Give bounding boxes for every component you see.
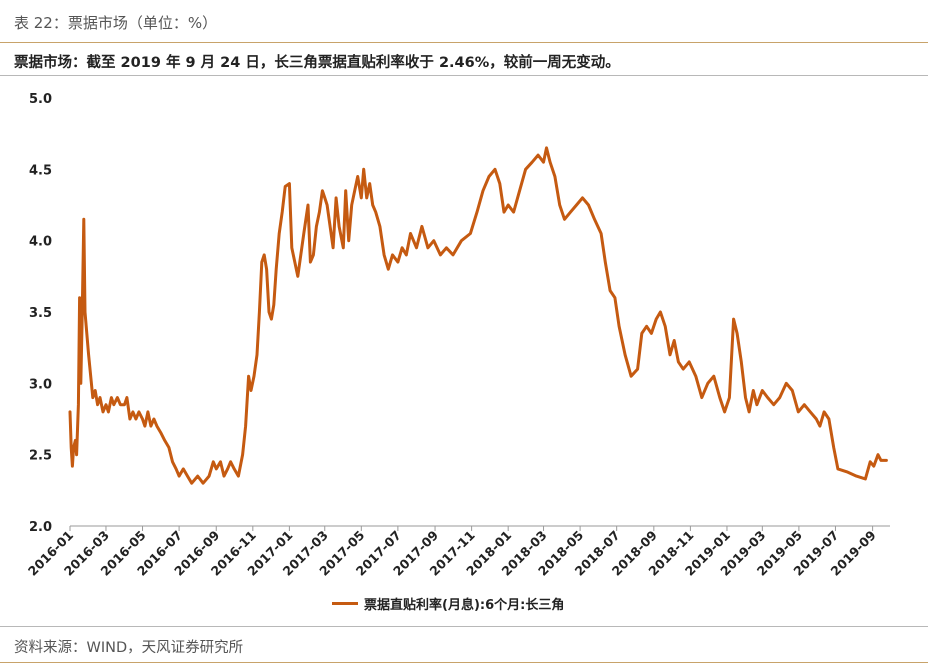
legend-swatch [332, 602, 358, 605]
y-tick-label: 3.5 [29, 306, 52, 321]
plot-area [68, 146, 888, 485]
y-tick-label: 4.5 [29, 163, 52, 178]
table-caption: 表 22：票据市场（单位：%） [14, 14, 218, 32]
legend-label: 票据直贴利率(月息):6个月:长三角 [364, 598, 565, 613]
caption-divider [0, 42, 928, 43]
y-tick-label: 2.0 [29, 520, 52, 535]
source-divider [0, 626, 928, 627]
line-chart: 2.0 2.5 3.0 3.5 4.0 4.5 5.0 2016-012016-032016… [25, 92, 890, 579]
y-tick-label: 4.0 [29, 235, 52, 250]
series-line-changsanjiao [68, 146, 888, 485]
chart-legend: 票据直贴利率(月息):6个月:长三角 [332, 594, 564, 613]
bottom-divider [0, 662, 928, 663]
x-axis: 2016-012016-032016-052016-072016-092016-… [25, 525, 890, 579]
headline-divider [0, 75, 928, 76]
y-tick-label: 5.0 [29, 92, 52, 107]
y-tick-label: 2.5 [29, 449, 52, 464]
source-note: 资料来源：WIND，天风证券研究所 [14, 640, 244, 656]
y-tick-label: 3.0 [29, 377, 52, 392]
y-axis: 2.0 2.5 3.0 3.5 4.0 4.5 5.0 [29, 92, 52, 535]
headline: 票据市场：截至 2019 年 9 月 24 日，长三角票据直贴利率收于 2.46… [14, 55, 620, 71]
